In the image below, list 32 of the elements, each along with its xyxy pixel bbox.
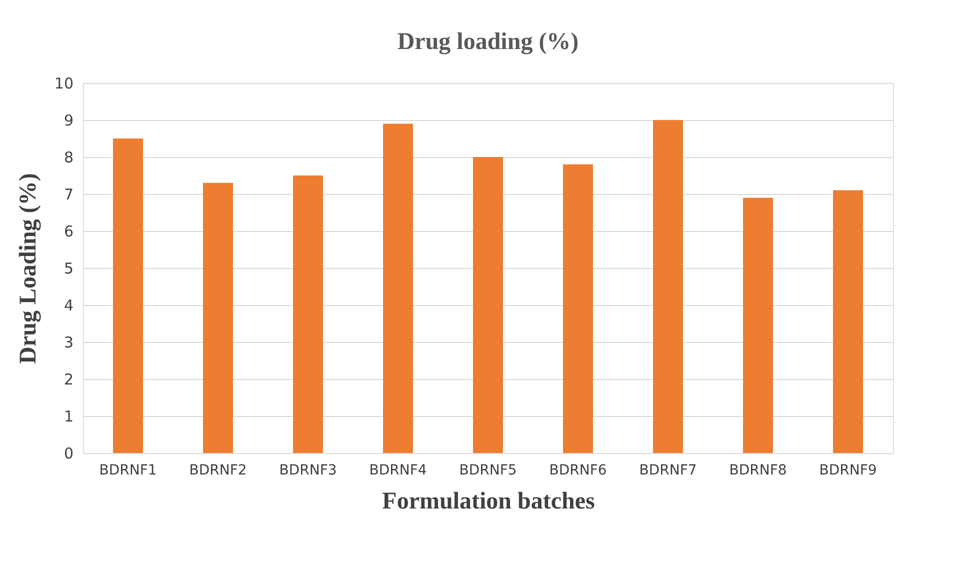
x-tick-label: BDRNF3 xyxy=(279,462,337,478)
x-tick-label: BDRNF2 xyxy=(189,462,247,478)
bar xyxy=(743,198,773,453)
bar xyxy=(113,138,143,453)
y-tick-label: 1 xyxy=(64,408,74,426)
bar xyxy=(563,164,593,453)
y-tick-label: 5 xyxy=(64,260,74,278)
bar xyxy=(833,190,863,453)
bar xyxy=(203,182,233,453)
x-tick-label: BDRNF4 xyxy=(369,462,427,478)
bar xyxy=(383,124,413,453)
x-tick-label: BDRNF1 xyxy=(99,462,157,478)
y-tick-label: 3 xyxy=(64,334,74,352)
y-tick-label: 9 xyxy=(64,112,74,130)
x-tick-label: BDRNF8 xyxy=(729,462,787,478)
y-tick-label: 6 xyxy=(64,222,74,240)
bar xyxy=(653,120,683,453)
chart-title: Drug loading (%) xyxy=(397,29,579,55)
x-tick-label: BDRNF7 xyxy=(639,462,697,478)
x-tick-label: BDRNF5 xyxy=(459,462,517,478)
x-axis-title: Formulation batches xyxy=(382,488,595,514)
x-tick-label: BDRNF6 xyxy=(549,462,607,478)
bar xyxy=(293,176,323,453)
y-tick-label: 10 xyxy=(54,74,74,92)
y-tick-label: 4 xyxy=(64,296,74,314)
y-tick-label: 8 xyxy=(64,148,74,166)
x-tick-label: BDRNF9 xyxy=(819,462,877,478)
y-tick-label: 2 xyxy=(64,370,74,388)
bar xyxy=(473,157,503,453)
y-tick-label: 7 xyxy=(64,186,74,204)
y-axis-title: Drug Loading (%) xyxy=(15,173,42,364)
y-tick-label: 0 xyxy=(64,444,74,462)
